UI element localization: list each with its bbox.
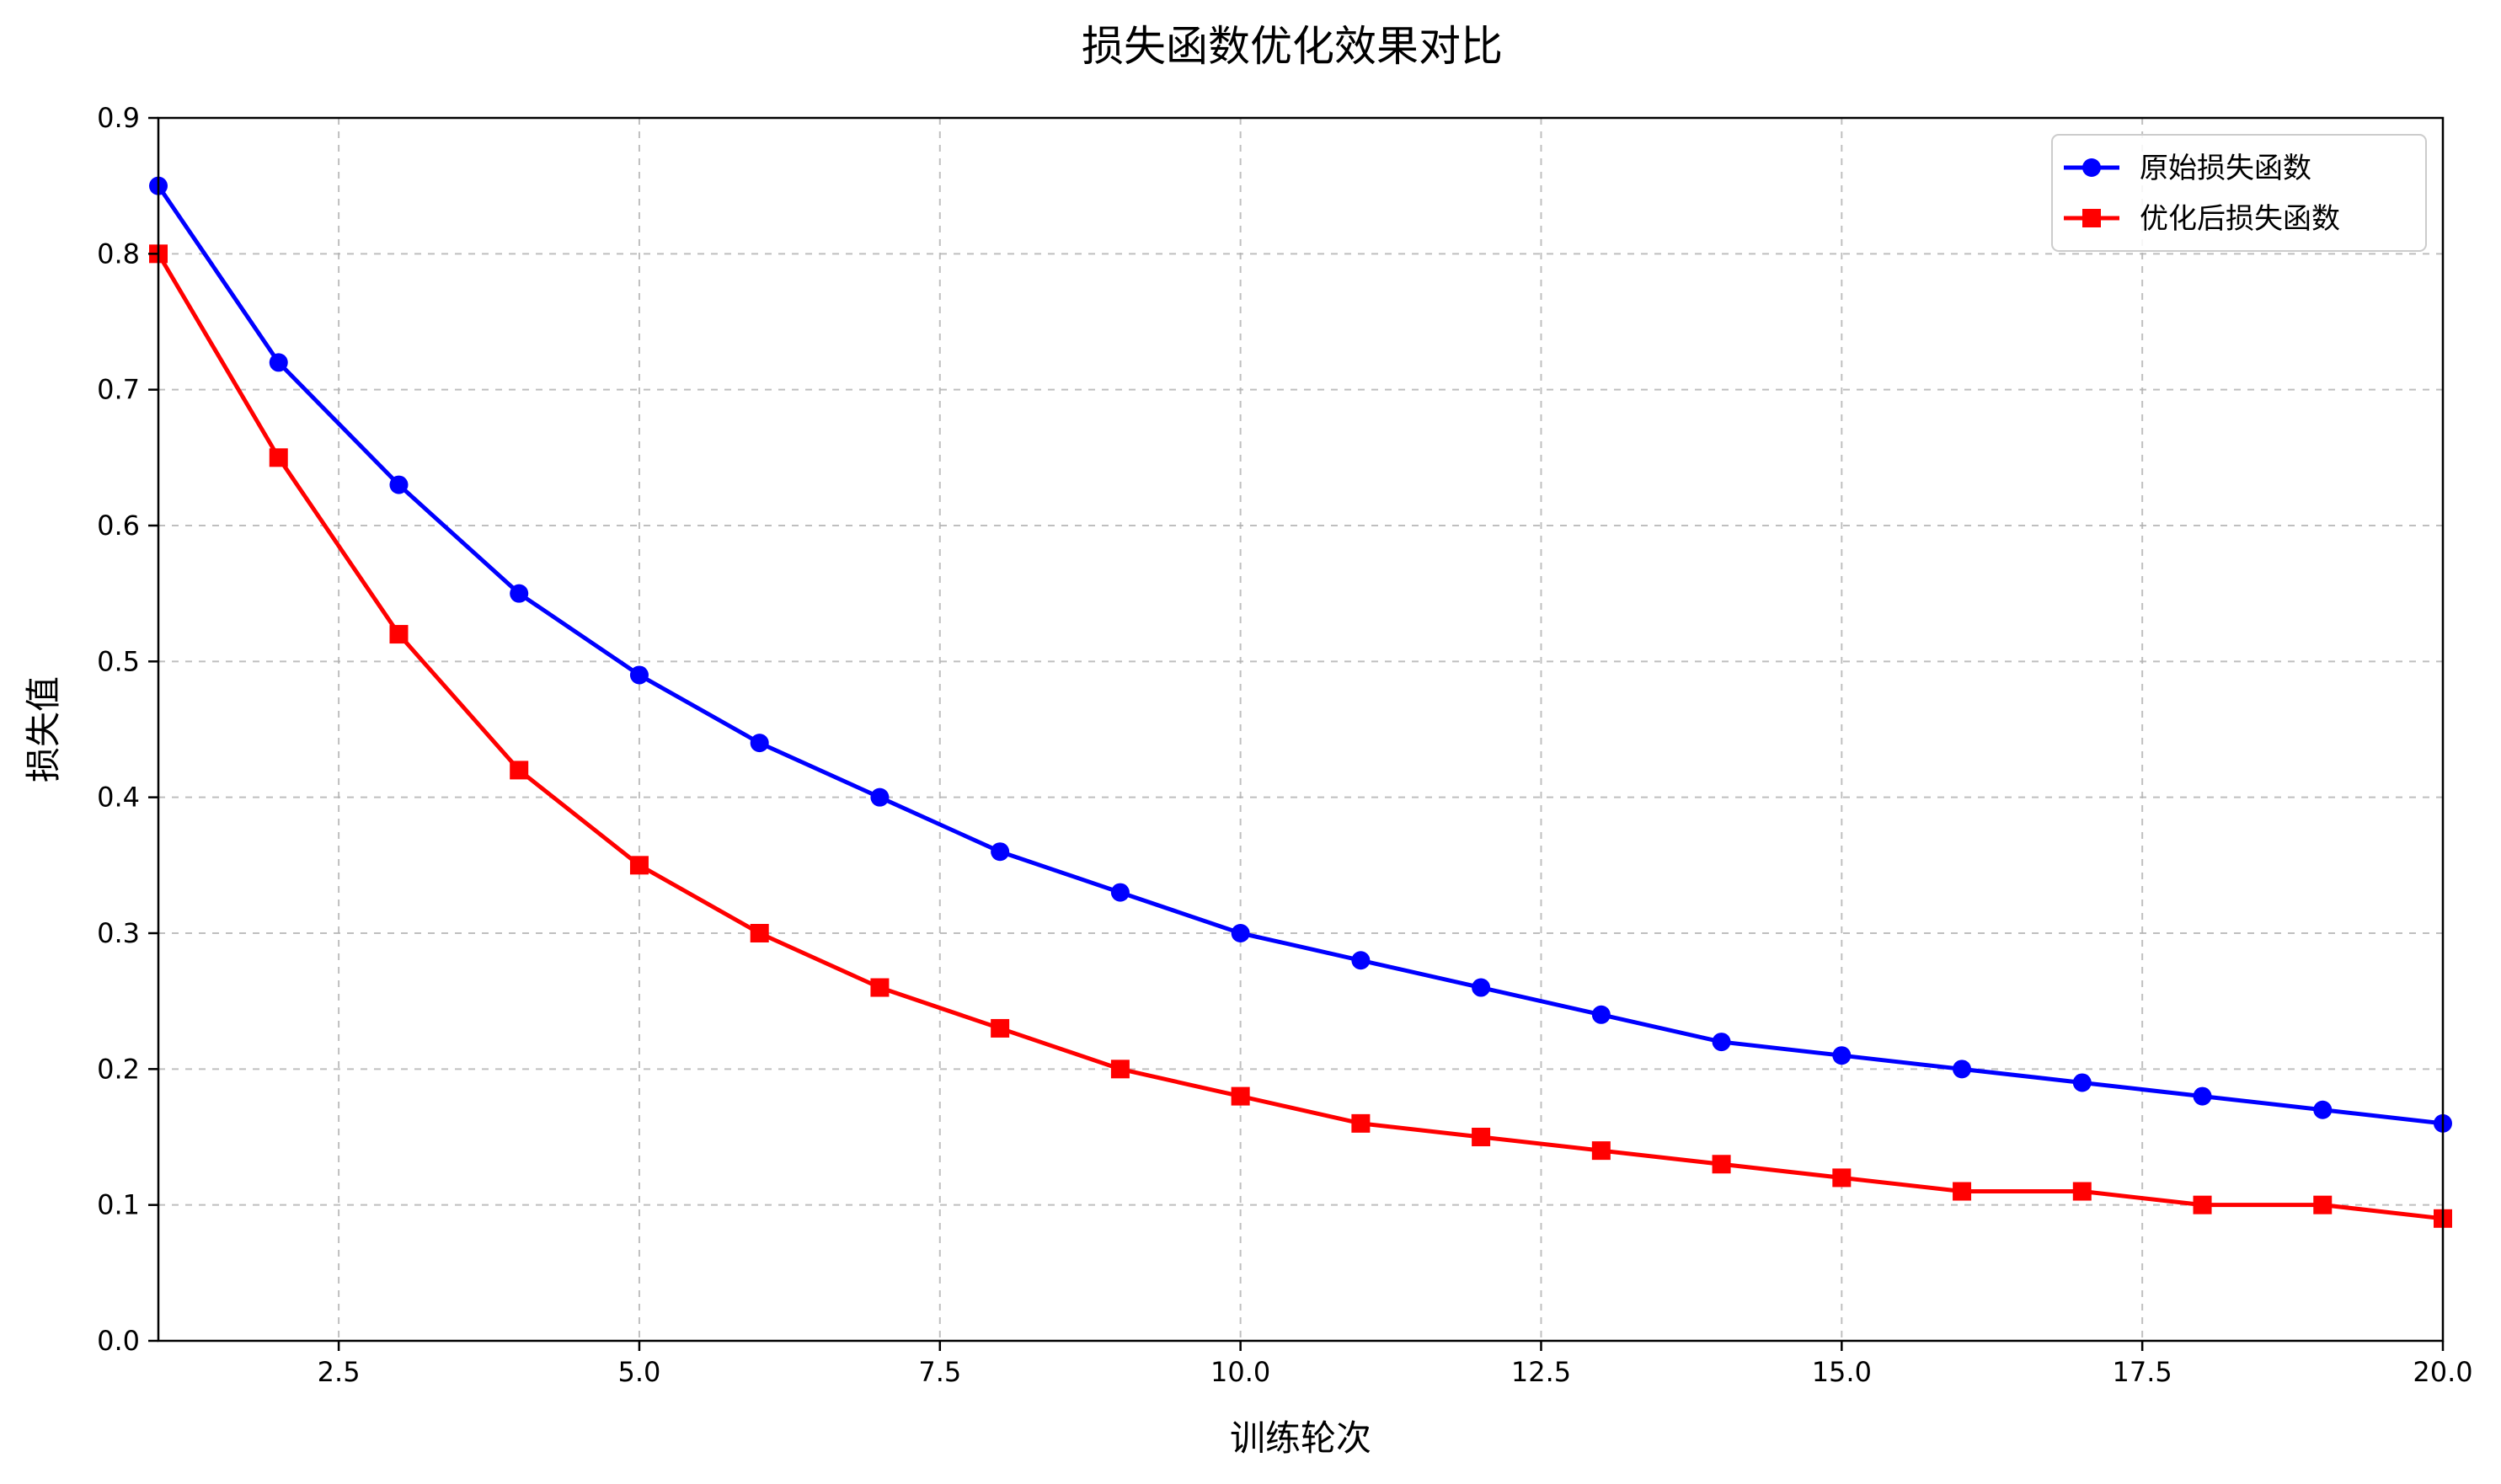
x-axis-label: 训练轮次	[1230, 1417, 1371, 1459]
data-point-marker	[629, 665, 649, 685]
x-tick-label: 10.0	[1210, 1356, 1270, 1388]
data-point-marker	[2072, 1073, 2092, 1092]
data-point-marker	[1832, 1046, 1852, 1065]
x-tick-label: 20.0	[2413, 1356, 2472, 1388]
chart-title: 损失函数优化效果对比	[1082, 22, 1503, 71]
x-tick-label: 7.5	[918, 1356, 961, 1388]
data-point-marker	[1591, 1141, 1611, 1161]
legend-marker-1	[2082, 158, 2101, 177]
y-axis-label: 损失值	[23, 676, 64, 782]
x-tick-label: 5.0	[618, 1356, 661, 1388]
x-tick-label: 12.5	[1511, 1356, 1571, 1388]
data-point-marker	[510, 584, 529, 603]
data-point-marker	[510, 761, 529, 780]
x-tick-label: 17.5	[2113, 1356, 2172, 1388]
y-tick-label: 0.8	[97, 238, 140, 270]
data-point-marker	[1472, 1128, 1491, 1146]
grid-lines	[158, 117, 2444, 1342]
data-point-marker	[1231, 1086, 1250, 1106]
data-point-marker	[2313, 1195, 2333, 1214]
data-point-marker	[1110, 883, 1130, 902]
data-point-marker	[1953, 1182, 1972, 1201]
data-point-marker	[629, 856, 649, 875]
data-point-marker	[1472, 978, 1491, 997]
y-tick-label: 0.1	[97, 1189, 140, 1221]
y-tick-label: 0.0	[97, 1325, 140, 1357]
data-point-marker	[269, 448, 288, 467]
series-lines	[156, 184, 2444, 1221]
x-tick-label: 15.0	[1812, 1356, 1872, 1388]
x-axis-ticks: 2.5 5.0 7.5 10.0 12.5 15.0 17.5 20.0	[318, 1341, 2473, 1388]
data-point-marker	[1231, 924, 1250, 942]
y-tick-label: 0.3	[97, 917, 140, 949]
data-point-marker	[870, 978, 890, 997]
series-line-1	[156, 184, 2444, 1126]
data-point-marker	[1351, 1113, 1371, 1133]
y-tick-label: 0.7	[97, 374, 140, 406]
legend-marker-2	[2082, 209, 2101, 227]
data-point-marker	[870, 787, 890, 807]
data-point-marker	[269, 353, 288, 372]
legend-box	[2051, 134, 2427, 252]
data-point-marker	[1953, 1060, 1972, 1079]
data-point-marker	[2193, 1086, 2212, 1106]
legend-label-1: 原始损失函数	[2140, 152, 2311, 185]
plot-area-frame	[157, 116, 2445, 1343]
y-tick-label: 0.4	[97, 782, 140, 814]
data-point-marker	[2193, 1195, 2212, 1214]
data-point-marker	[2072, 1182, 2092, 1201]
y-tick-label: 0.6	[97, 510, 140, 542]
data-point-marker	[1712, 1033, 1731, 1052]
series-line-2	[156, 253, 2444, 1221]
data-point-marker	[389, 625, 409, 644]
data-point-marker	[750, 734, 769, 753]
data-point-marker	[1591, 1005, 1611, 1024]
legend-label-2: 优化后损失函数	[2140, 202, 2340, 236]
data-point-marker	[991, 1018, 1010, 1038]
data-point-marker	[2313, 1100, 2333, 1119]
data-point-marker	[1351, 951, 1371, 970]
data-point-marker	[389, 475, 409, 494]
data-point-marker	[1832, 1168, 1852, 1188]
data-point-marker	[991, 842, 1010, 862]
y-axis-ticks: 0.0 0.1 0.2 0.3 0.4 0.5 0.6 0.7 0.8 0.9	[97, 102, 158, 1357]
data-point-marker	[1712, 1155, 1731, 1174]
data-point-marker	[1110, 1060, 1130, 1079]
y-tick-label: 0.9	[97, 102, 140, 134]
y-tick-label: 0.5	[97, 645, 140, 677]
x-tick-label: 2.5	[318, 1356, 361, 1388]
y-tick-label: 0.2	[97, 1053, 140, 1085]
data-point-marker	[750, 924, 769, 942]
